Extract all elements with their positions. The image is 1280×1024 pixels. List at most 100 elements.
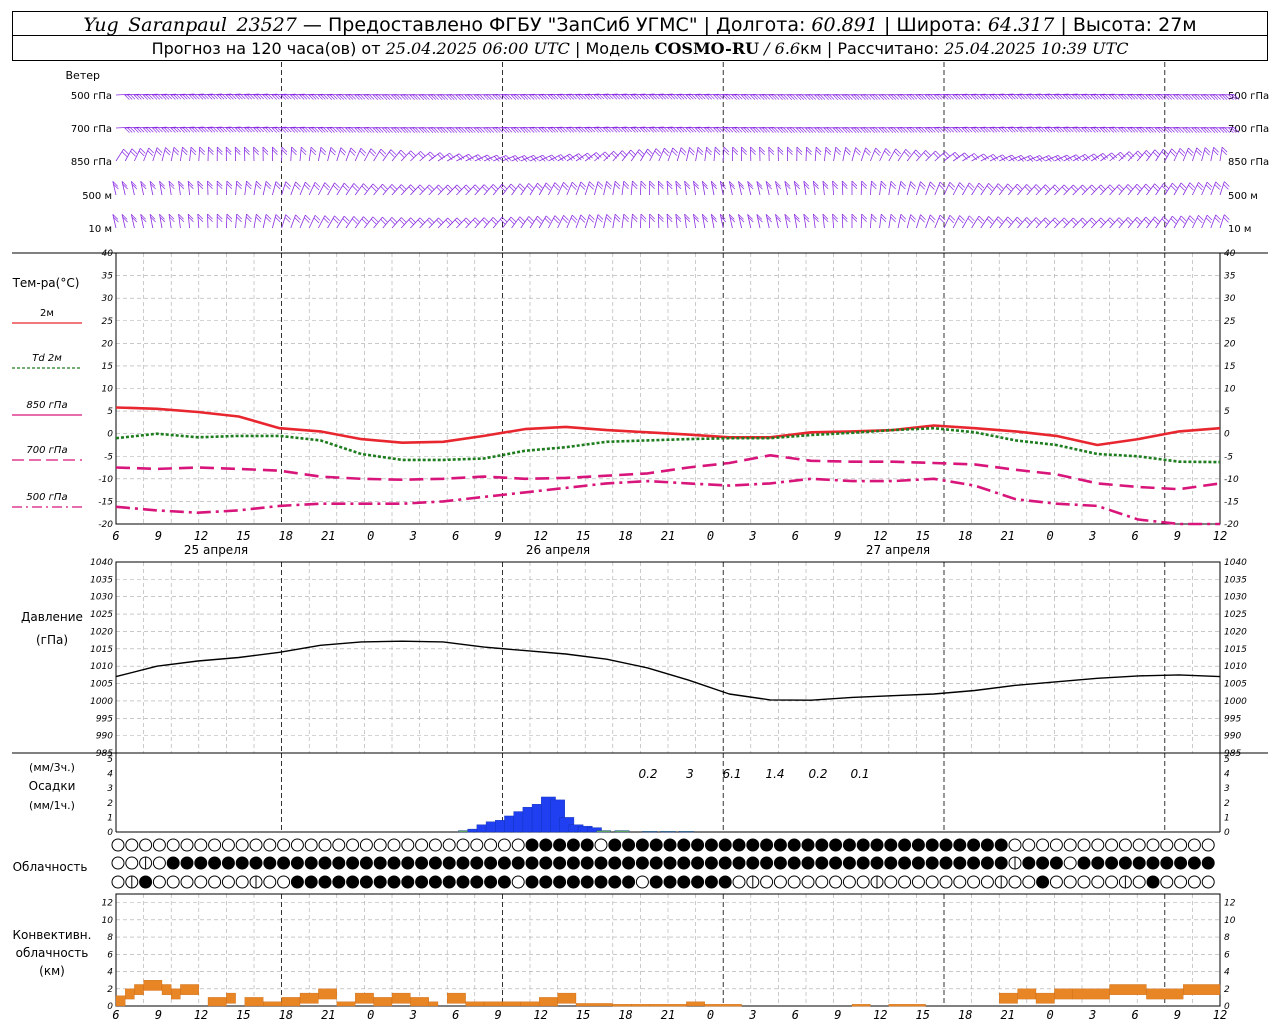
temp-series-line bbox=[115, 406, 1221, 447]
wind-barb bbox=[336, 126, 357, 133]
wind-barb-staff bbox=[557, 153, 571, 162]
wind-barb-staff bbox=[603, 181, 608, 196]
cloud-circle bbox=[1105, 838, 1119, 852]
temp-xtick: 0 bbox=[367, 529, 374, 543]
wind-barb-flag bbox=[988, 127, 995, 133]
wind-barb-flag bbox=[1052, 186, 1059, 193]
wind-barb-flag bbox=[878, 127, 885, 133]
wind-barb bbox=[741, 146, 747, 162]
wind-level-label: 700 гПа bbox=[71, 124, 112, 135]
cloud-symbol bbox=[594, 856, 608, 870]
wind-barb-staff bbox=[1054, 184, 1065, 196]
wind-barb-flag bbox=[281, 146, 288, 153]
wind-barb-flag bbox=[265, 183, 271, 190]
cloud-symbol bbox=[608, 838, 622, 852]
wind-barb-staff bbox=[934, 151, 946, 162]
wind-barb bbox=[557, 153, 576, 162]
wind-barb-staff bbox=[971, 93, 986, 96]
wind-barb-flag bbox=[207, 213, 213, 220]
cloud-symbol bbox=[553, 856, 567, 870]
cloud-symbol bbox=[208, 838, 222, 852]
cloud-symbol bbox=[1174, 856, 1188, 870]
wind-barb-flag bbox=[150, 216, 156, 223]
wind-barb bbox=[1210, 94, 1231, 100]
wind-barb-flag bbox=[141, 183, 147, 190]
cloud-symbol bbox=[318, 875, 332, 889]
cloud-circle bbox=[401, 838, 415, 852]
wind-barb bbox=[1035, 217, 1051, 229]
wind-barb-staff bbox=[493, 155, 507, 162]
wind-barb-staff bbox=[667, 126, 682, 129]
pressure-ytick-right: 1000 bbox=[1224, 697, 1247, 707]
pressure-ytick-right: 1005 bbox=[1224, 680, 1247, 690]
wind-barb-staff bbox=[631, 126, 646, 129]
wind-barb bbox=[290, 181, 301, 196]
wind-barb-staff bbox=[980, 154, 994, 162]
wind-barb-flag bbox=[929, 184, 935, 190]
cloud-circle bbox=[704, 856, 718, 870]
wind-barb bbox=[719, 181, 727, 196]
wind-barb-flag bbox=[1198, 215, 1204, 221]
wind-barb bbox=[474, 217, 490, 229]
wind-barb-flag bbox=[1080, 219, 1086, 226]
wind-barb-flag bbox=[156, 147, 163, 153]
cloud-circle bbox=[221, 856, 235, 870]
wind-barb-flag bbox=[234, 94, 241, 100]
wind-barb-flag bbox=[819, 94, 826, 100]
wind-barb bbox=[437, 94, 458, 100]
wind-barb-flag bbox=[871, 183, 877, 190]
wind-barb-flag bbox=[789, 127, 795, 133]
wind-barb-flag bbox=[122, 183, 128, 190]
wind-barb-flag bbox=[405, 127, 412, 133]
cloud-circle bbox=[194, 856, 208, 870]
conv-bar bbox=[281, 997, 301, 1007]
wind-barb bbox=[750, 146, 756, 162]
wind-barb-flag bbox=[750, 149, 756, 156]
wind-barb-staff bbox=[391, 217, 402, 229]
cloud-symbol bbox=[290, 856, 304, 870]
wind-barb-flag bbox=[807, 127, 814, 133]
cloud-symbol bbox=[1187, 856, 1201, 870]
wind-barb-staff bbox=[1201, 214, 1208, 229]
conv-xtick: 3 bbox=[748, 1008, 756, 1022]
wind-barb-flag bbox=[1007, 183, 1013, 190]
wind-barb-staff bbox=[566, 214, 573, 229]
wind-barb-staff bbox=[704, 147, 707, 162]
cloud-symbol bbox=[125, 838, 139, 852]
wind-barb-flag bbox=[862, 94, 869, 100]
wind-barb-staff bbox=[1118, 217, 1129, 229]
cloud-symbol bbox=[1187, 838, 1201, 852]
wind-barb bbox=[732, 126, 752, 133]
wind-barb bbox=[446, 217, 463, 229]
wind-barb-flag bbox=[970, 127, 977, 133]
wind-barb-flag bbox=[207, 180, 213, 187]
wind-barb-flag bbox=[433, 127, 439, 133]
cloud-circle bbox=[387, 875, 401, 889]
wind-barb-flag bbox=[475, 155, 481, 162]
conv-bar bbox=[299, 992, 319, 1004]
wind-barb-staff bbox=[400, 217, 411, 229]
wind-barb bbox=[1072, 154, 1091, 162]
conv-bar bbox=[1054, 988, 1073, 1000]
wind-barb-flag bbox=[496, 155, 503, 161]
wind-barb-staff bbox=[649, 148, 657, 162]
wind-barb-flag bbox=[865, 147, 871, 153]
wind-barb-staff bbox=[575, 152, 588, 162]
wind-barb-flag bbox=[294, 184, 300, 190]
cloud-symbol bbox=[180, 875, 194, 889]
wind-barb-flag bbox=[188, 94, 195, 100]
wind-barb-staff bbox=[308, 147, 312, 162]
wind-barb-flag bbox=[372, 183, 379, 190]
wind-barb-flag bbox=[1172, 94, 1179, 100]
cloud-circle bbox=[566, 838, 580, 852]
wind-barb-flag bbox=[1214, 184, 1220, 190]
wind-barb-staff bbox=[529, 182, 538, 196]
wind-barb-staff bbox=[198, 93, 213, 96]
wind-barb-staff bbox=[584, 181, 590, 196]
conv-ytick-right: 10 bbox=[1224, 916, 1236, 926]
wind-barb-flag bbox=[759, 146, 765, 153]
cloud-symbol bbox=[1077, 875, 1091, 889]
cloud-symbol bbox=[249, 856, 263, 870]
wind-barb bbox=[1219, 181, 1230, 196]
wind-barb-flag bbox=[547, 127, 553, 133]
